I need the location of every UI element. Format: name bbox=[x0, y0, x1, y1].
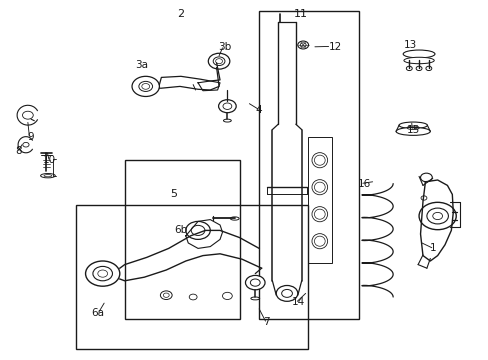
Text: 15: 15 bbox=[406, 125, 419, 135]
Ellipse shape bbox=[402, 50, 434, 58]
Text: 7: 7 bbox=[263, 317, 269, 327]
Ellipse shape bbox=[311, 234, 327, 249]
Text: 5: 5 bbox=[170, 189, 177, 199]
Text: 16: 16 bbox=[357, 179, 370, 189]
Ellipse shape bbox=[41, 174, 55, 178]
Text: 12: 12 bbox=[327, 42, 341, 52]
Text: 6a: 6a bbox=[91, 308, 104, 318]
Circle shape bbox=[132, 76, 159, 96]
Text: 1: 1 bbox=[428, 243, 435, 253]
Circle shape bbox=[208, 53, 229, 69]
Ellipse shape bbox=[230, 217, 239, 220]
Text: 14: 14 bbox=[291, 297, 305, 307]
Ellipse shape bbox=[311, 153, 327, 168]
Text: 9: 9 bbox=[27, 132, 34, 142]
Ellipse shape bbox=[311, 207, 327, 222]
Text: 2: 2 bbox=[177, 9, 184, 19]
Bar bbox=[259, 11, 359, 319]
Circle shape bbox=[218, 100, 236, 113]
Text: 10: 10 bbox=[42, 155, 55, 165]
Circle shape bbox=[85, 261, 120, 286]
Ellipse shape bbox=[311, 180, 327, 195]
Ellipse shape bbox=[403, 57, 433, 64]
Circle shape bbox=[418, 202, 455, 230]
Text: 13: 13 bbox=[403, 40, 417, 50]
Text: 8: 8 bbox=[15, 146, 22, 156]
Ellipse shape bbox=[395, 127, 429, 135]
Circle shape bbox=[185, 221, 210, 239]
Ellipse shape bbox=[398, 122, 427, 129]
Bar bbox=[307, 137, 331, 263]
Bar bbox=[76, 205, 307, 349]
Text: 3b: 3b bbox=[218, 42, 231, 52]
Text: 6b: 6b bbox=[174, 225, 187, 235]
Text: 3a: 3a bbox=[135, 60, 148, 70]
Circle shape bbox=[276, 285, 297, 301]
Bar bbox=[124, 160, 239, 319]
Text: 11: 11 bbox=[293, 9, 307, 19]
Text: 4: 4 bbox=[255, 105, 262, 115]
Circle shape bbox=[245, 275, 264, 290]
Ellipse shape bbox=[297, 41, 308, 49]
